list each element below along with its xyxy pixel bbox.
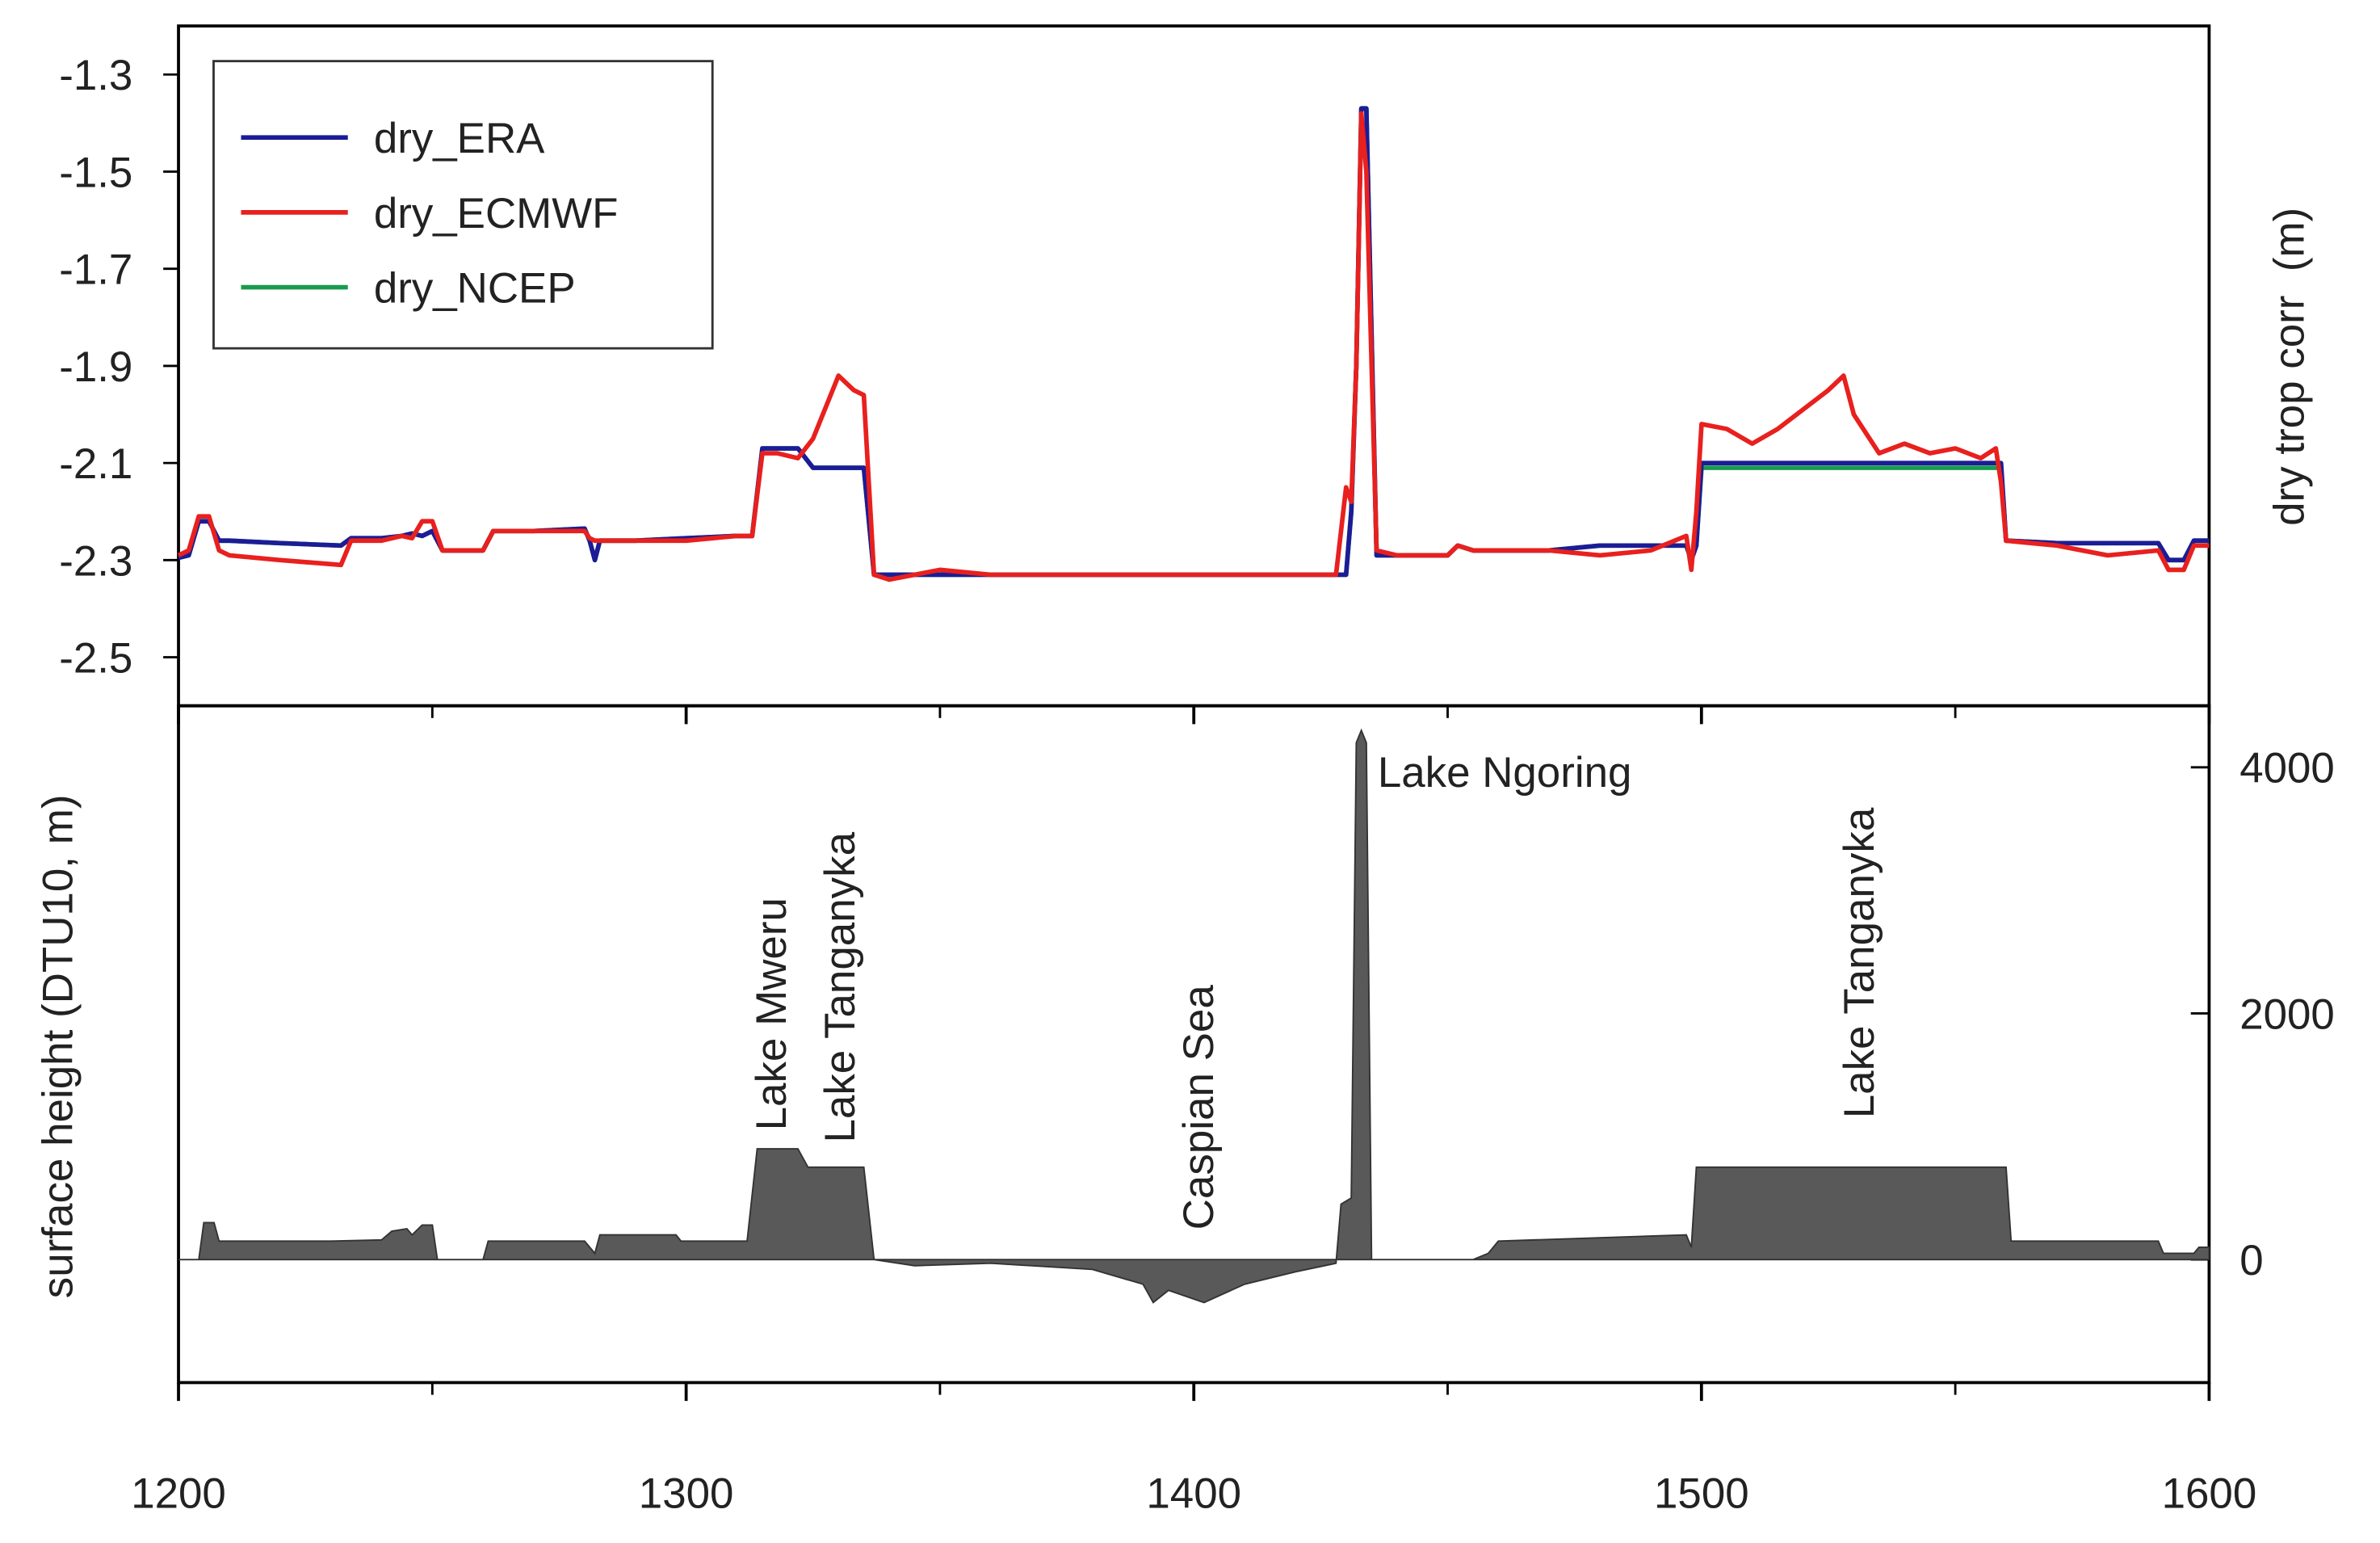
y-tick-label: -1.5 xyxy=(59,149,132,196)
legend-box xyxy=(212,60,714,350)
annotation: Caspian Sea xyxy=(1175,985,1223,1230)
y-tick-label: 0 xyxy=(2239,1237,2263,1284)
y-axis-label: surface height (DTU10, m) xyxy=(35,795,82,1299)
y-axis-label: dry trop corr (m) xyxy=(2266,208,2314,526)
legend-label: dry_ERA xyxy=(374,115,545,162)
x-tick-label: 1400 xyxy=(1146,1469,1241,1517)
legend-label: dry_ECMWF xyxy=(374,190,619,238)
x-tick-label: 1200 xyxy=(131,1469,226,1517)
x-tick-label: 1600 xyxy=(2162,1469,2257,1517)
y-tick-label: -2.1 xyxy=(59,440,132,488)
y-tick-label: -2.5 xyxy=(59,634,132,682)
annotation: Lake Tanganyka xyxy=(1836,807,1883,1118)
y-tick-label: -1.7 xyxy=(59,246,132,294)
y-tick-label: -2.3 xyxy=(59,537,132,585)
y-tick-label: -1.9 xyxy=(59,343,132,391)
y-tick-label: 4000 xyxy=(2239,745,2335,793)
x-tick-label: 1500 xyxy=(1654,1469,1749,1517)
x-tick-label: 1300 xyxy=(639,1469,734,1517)
annotation: Lake Tanganyka xyxy=(816,831,864,1142)
legend-label: dry_NCEP xyxy=(374,264,576,312)
annotation: Lake Ngoring xyxy=(1378,749,1632,797)
annotation: Lake Mweru xyxy=(748,898,795,1130)
y-tick-label: 2000 xyxy=(2239,990,2335,1038)
line-series xyxy=(177,111,2210,582)
area xyxy=(178,728,2210,1304)
y-tick-label: -1.3 xyxy=(59,52,132,99)
